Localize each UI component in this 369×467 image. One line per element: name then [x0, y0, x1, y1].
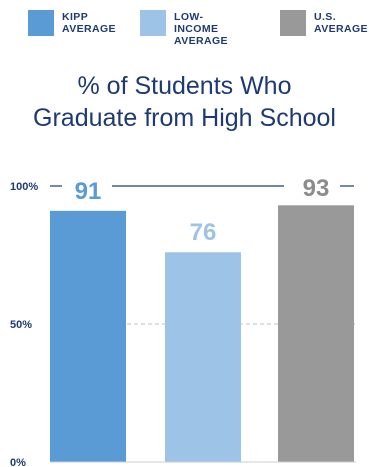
legend-swatch-low-income: [140, 10, 166, 36]
value-label-kipp: 91: [75, 178, 102, 205]
legend-label-kipp: KIPP AVERAGE: [62, 11, 116, 35]
legend-label-us: U.S. AVERAGE: [314, 11, 368, 35]
legend-swatch-us: [280, 10, 306, 36]
chart-title: % of Students Who Graduate from High Sch…: [33, 72, 336, 132]
value-label-us: 93: [303, 175, 330, 202]
bar-low-income: [165, 252, 241, 462]
value-label-low-income: 76: [190, 219, 217, 246]
bar-us: [278, 205, 354, 462]
y-tick-label-100: 100%: [10, 181, 38, 193]
legend: KIPP AVERAGE LOW-INCOME AVERAGE U.S. AVE…: [0, 8, 369, 47]
bar-kipp: [50, 210, 126, 462]
legend-label-low-income: LOW-INCOME AVERAGE: [174, 11, 228, 47]
y-tick-label-50: 50%: [10, 319, 32, 331]
y-tick-label-0: 0%: [10, 457, 26, 467]
legend-swatch-kipp: [28, 10, 54, 36]
